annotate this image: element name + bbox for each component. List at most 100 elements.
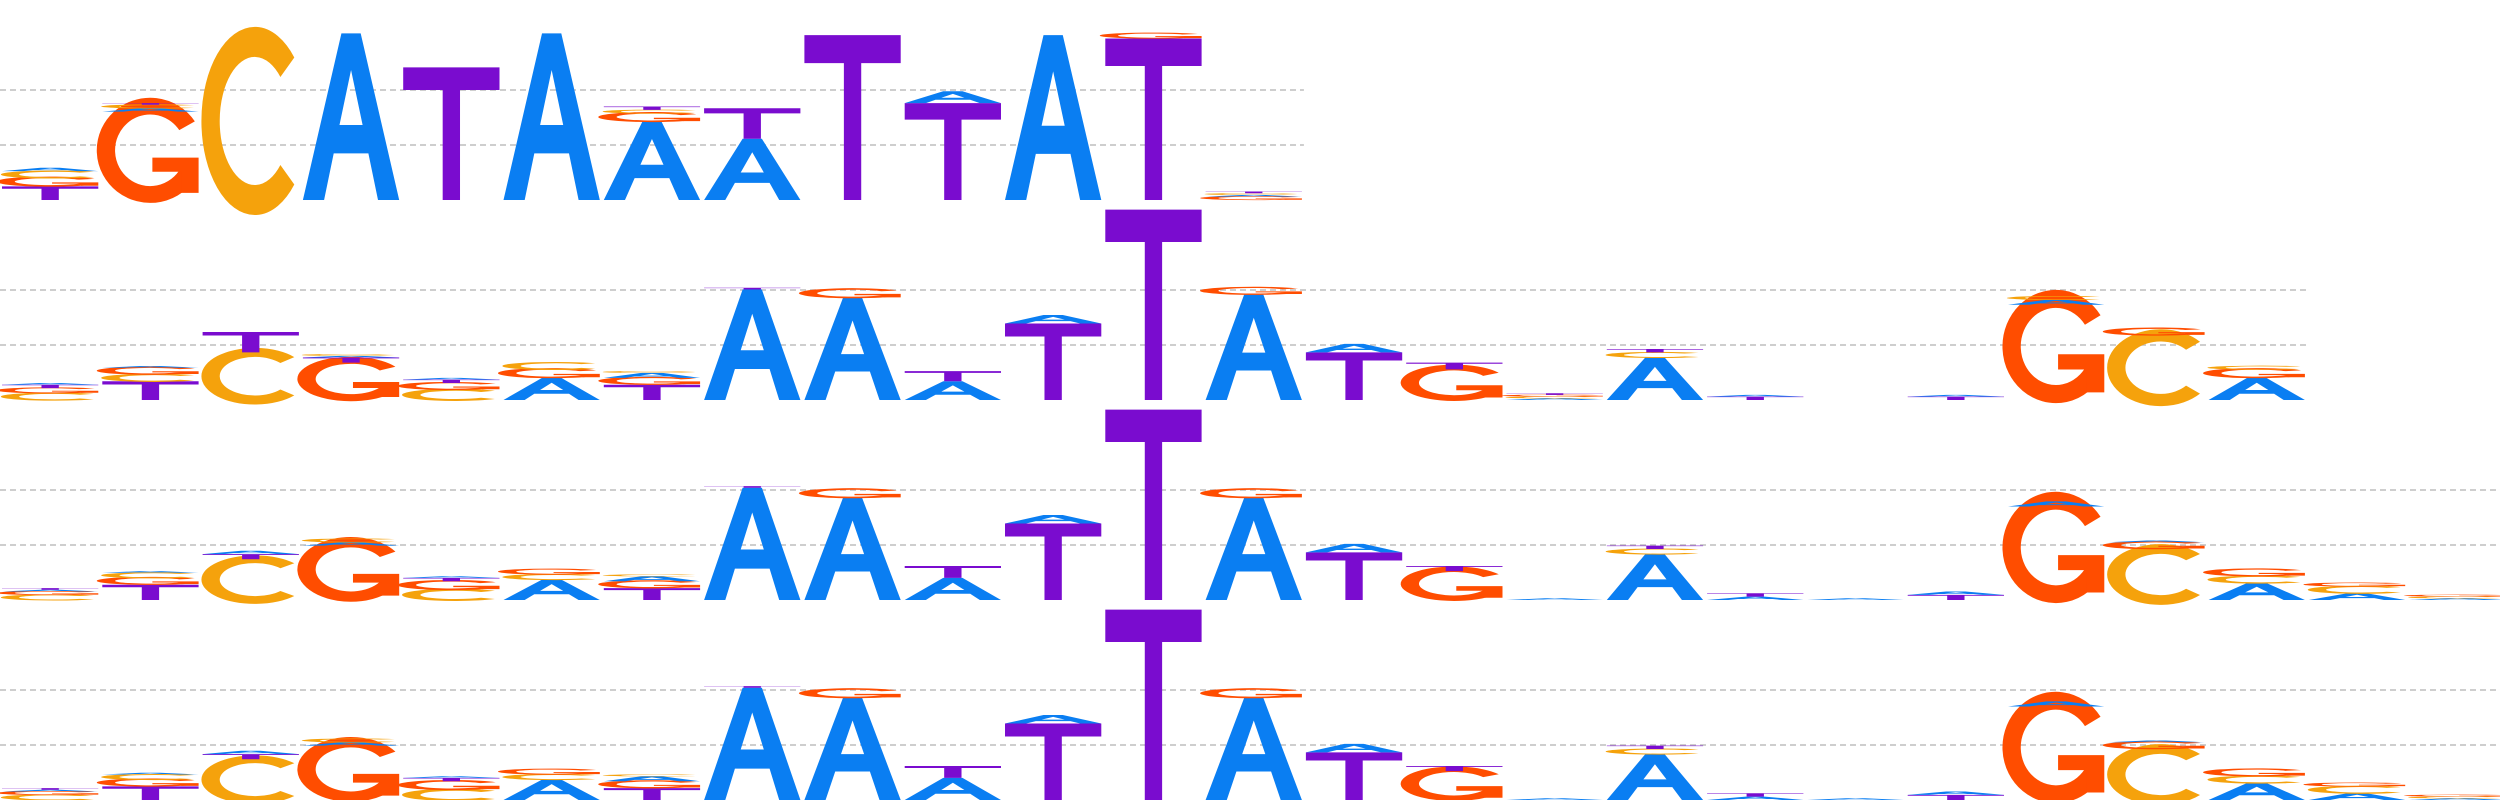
letter-A bbox=[202, 550, 299, 555]
letter-A bbox=[2208, 783, 2305, 800]
letter-A bbox=[1005, 315, 1102, 324]
letter-A bbox=[102, 366, 199, 368]
letter-C bbox=[1605, 748, 1699, 755]
letter-C bbox=[201, 26, 295, 215]
letter-T bbox=[904, 766, 1001, 778]
letter-A bbox=[603, 576, 701, 582]
letter-A bbox=[503, 779, 600, 800]
letter-A bbox=[2008, 299, 2105, 305]
letter-T bbox=[704, 287, 801, 290]
letter-C bbox=[2308, 585, 2401, 594]
letter-T bbox=[1305, 552, 1403, 600]
letter-G bbox=[1200, 196, 1302, 201]
letter-T bbox=[603, 384, 701, 400]
letter-C bbox=[1505, 396, 1599, 399]
letter-A bbox=[804, 698, 901, 800]
letter-C bbox=[502, 574, 596, 581]
letter-G bbox=[397, 579, 500, 591]
letter-G bbox=[0, 590, 99, 596]
letter-A bbox=[1606, 554, 1704, 600]
letter-T bbox=[603, 588, 701, 600]
letter-A bbox=[2308, 593, 2406, 600]
letter-C bbox=[2308, 785, 2401, 794]
letter-A bbox=[1606, 754, 1704, 800]
letter-T bbox=[1105, 38, 1202, 200]
letter-A bbox=[2308, 793, 2406, 800]
letter-G bbox=[1400, 766, 1503, 800]
letter-A bbox=[102, 772, 199, 775]
letter-A bbox=[2, 589, 99, 592]
letter-A bbox=[1305, 743, 1403, 753]
letter-A bbox=[603, 121, 701, 200]
letter-T bbox=[403, 67, 500, 201]
letter-A bbox=[904, 777, 1001, 800]
letter-A bbox=[704, 289, 801, 400]
letter-T bbox=[1907, 396, 2004, 400]
letter-T bbox=[904, 371, 1001, 382]
letter-T bbox=[1707, 396, 1804, 400]
letter-T bbox=[904, 103, 1001, 200]
letter-C bbox=[603, 370, 696, 373]
letter-G bbox=[96, 97, 199, 203]
letter-A bbox=[2409, 598, 2500, 600]
letter-A bbox=[102, 108, 199, 112]
letter-G bbox=[297, 356, 400, 402]
letter-A bbox=[102, 571, 199, 573]
letter-G bbox=[2002, 289, 2105, 404]
letter-A bbox=[1707, 796, 1804, 800]
letter-T bbox=[403, 777, 500, 782]
letter-G bbox=[0, 790, 99, 796]
letter-G bbox=[1200, 688, 1302, 699]
letter-T bbox=[1105, 409, 1202, 600]
letter-A bbox=[704, 138, 801, 200]
letter-T bbox=[603, 106, 701, 110]
letter-G bbox=[498, 768, 600, 775]
letter-A bbox=[2108, 740, 2205, 743]
letter-A bbox=[503, 579, 600, 600]
letter-A bbox=[403, 776, 500, 778]
letter-C bbox=[101, 104, 194, 109]
letter-G bbox=[2102, 741, 2205, 750]
letter-A bbox=[1907, 591, 2004, 595]
letter-A bbox=[1506, 398, 1603, 400]
letter-T bbox=[904, 566, 1001, 578]
letter-C bbox=[2207, 575, 2301, 584]
letter-T bbox=[1205, 191, 1302, 194]
letter-T bbox=[1406, 766, 1503, 772]
letter-G bbox=[1400, 364, 1503, 401]
letter-C bbox=[1605, 351, 1699, 358]
letter-G bbox=[0, 176, 99, 187]
letter-A bbox=[1305, 543, 1403, 553]
letter-A bbox=[1907, 791, 2004, 795]
letter-T bbox=[102, 584, 199, 600]
letter-G bbox=[96, 576, 199, 585]
letter-G bbox=[498, 568, 600, 575]
letter-A bbox=[1005, 715, 1102, 724]
letter-T bbox=[202, 332, 299, 353]
letter-T bbox=[302, 357, 400, 363]
logo-2 bbox=[0, 209, 2307, 407]
letter-G bbox=[2102, 541, 2205, 550]
letter-A bbox=[2208, 377, 2305, 400]
letter-C bbox=[0, 594, 94, 601]
letter-T bbox=[1105, 609, 1202, 800]
letter-C bbox=[201, 755, 295, 800]
letter-A bbox=[1205, 498, 1302, 600]
letter-T bbox=[1907, 794, 2004, 800]
letter-T bbox=[403, 577, 500, 582]
letter-T bbox=[1606, 745, 1704, 749]
letter-A bbox=[2108, 540, 2205, 543]
letter-A bbox=[2, 383, 99, 385]
letter-G bbox=[297, 537, 400, 602]
letter-T bbox=[2, 384, 99, 389]
letter-A bbox=[2, 789, 99, 792]
letter-A bbox=[1205, 294, 1302, 400]
letter-A bbox=[403, 377, 500, 380]
letter-G bbox=[397, 779, 500, 791]
letter-A bbox=[302, 33, 400, 201]
letter-C bbox=[301, 738, 395, 743]
letter-T bbox=[1707, 593, 1804, 597]
letter-A bbox=[1707, 394, 1804, 397]
letter-C bbox=[1204, 193, 1298, 196]
